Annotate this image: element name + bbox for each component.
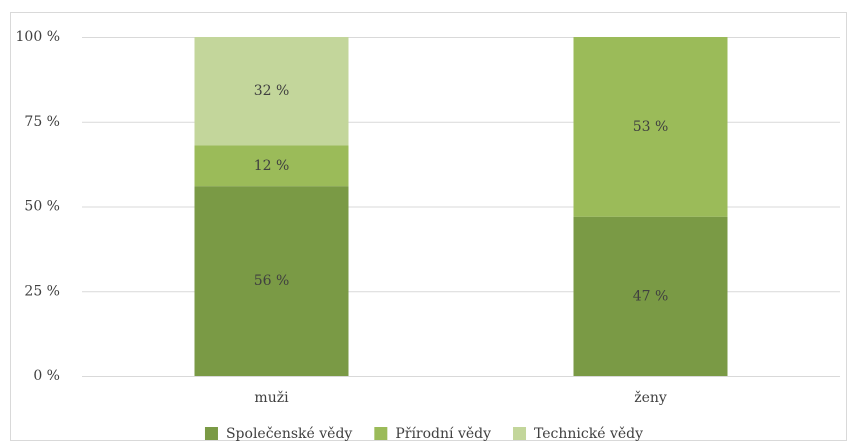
y-tick-label: 75 % xyxy=(24,114,60,130)
bar-segment xyxy=(194,186,349,376)
y-tick-label: 100 % xyxy=(16,29,60,45)
bar-segment xyxy=(573,37,728,217)
data-label: 32 % xyxy=(254,83,290,99)
legend-label: Přírodní vědy xyxy=(395,426,491,442)
legend-swatch xyxy=(513,427,527,440)
data-label: 53 % xyxy=(633,119,669,135)
legend-label: Společenské vědy xyxy=(226,426,352,442)
legend-swatch xyxy=(204,427,218,440)
bar-segment xyxy=(194,145,349,187)
x-tick-label: ženy xyxy=(634,390,667,406)
legend-swatch xyxy=(374,427,388,440)
data-label: 56 % xyxy=(254,273,290,289)
x-tick-label: muži xyxy=(254,390,289,406)
y-tick-label: 50 % xyxy=(24,199,60,215)
chart-frame xyxy=(10,12,847,441)
data-label: 12 % xyxy=(254,158,290,174)
data-label: 47 % xyxy=(633,288,669,304)
y-tick-label: 25 % xyxy=(24,283,60,299)
bar-segment xyxy=(573,216,728,376)
legend-label: Technické vědy xyxy=(534,426,643,442)
bar-segment xyxy=(194,37,349,146)
y-tick-label: 0 % xyxy=(33,368,60,384)
